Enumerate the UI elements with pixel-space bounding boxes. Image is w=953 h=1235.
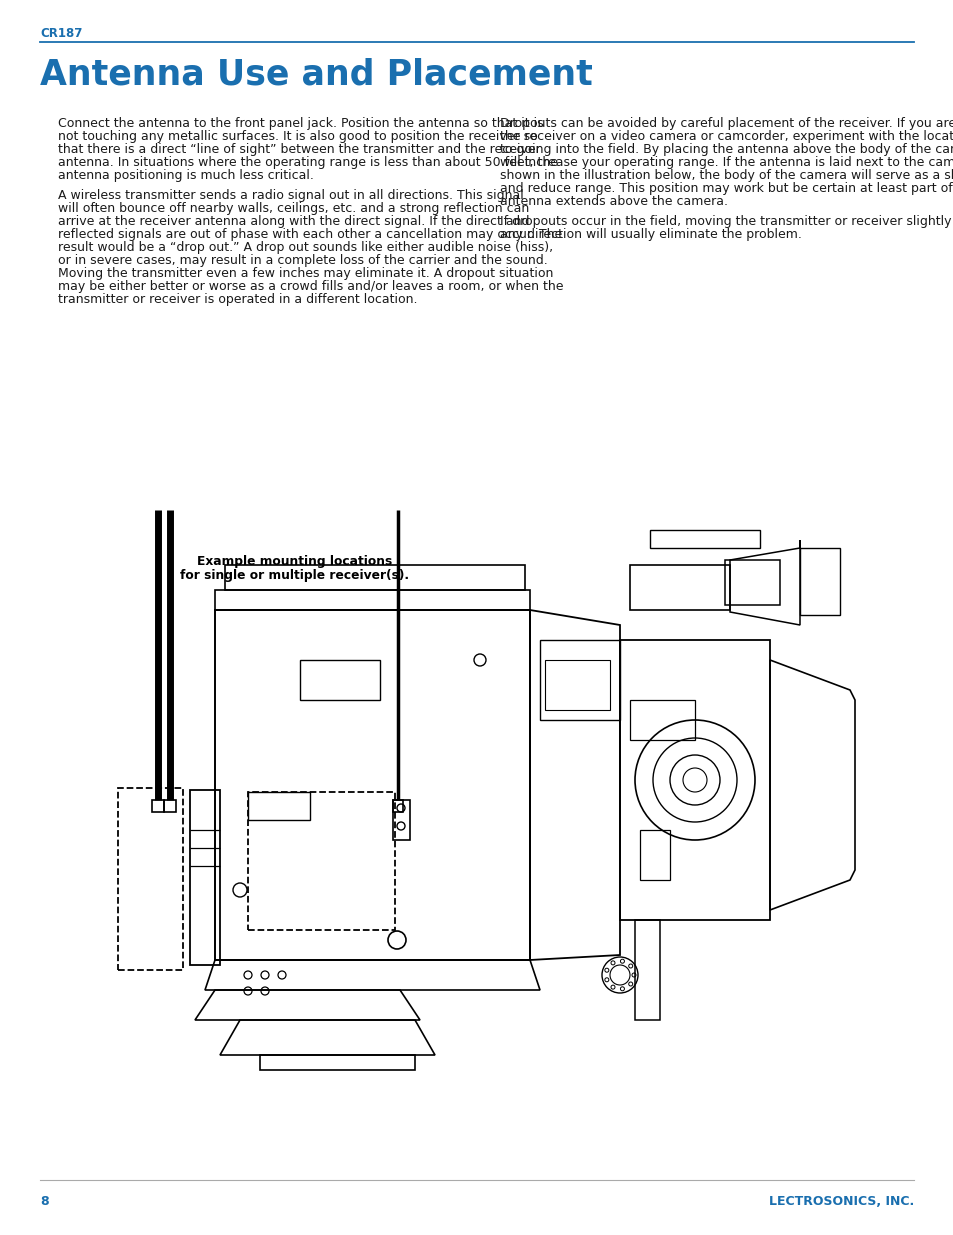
Text: to going into the field. By placing the antenna above the body of the camera, yo: to going into the field. By placing the … [499, 143, 953, 156]
Bar [164, 800, 175, 811]
Text: or in severe cases, may result in a complete loss of the carrier and the sound.: or in severe cases, may result in a comp… [58, 253, 547, 267]
Text: A wireless transmitter sends a radio signal out in all directions. This signal: A wireless transmitter sends a radio sig… [58, 189, 523, 201]
Text: reflected signals are out of phase with each other a cancellation may occur. The: reflected signals are out of phase with … [58, 227, 561, 241]
Text: LECTROSONICS, INC.: LECTROSONICS, INC. [768, 1195, 913, 1208]
Bar [393, 800, 402, 811]
Bar [152, 800, 164, 811]
Text: Connect the antenna to the front panel jack. Position the antenna so that it is: Connect the antenna to the front panel j… [58, 117, 543, 130]
Bar [248, 792, 395, 930]
Bar [724, 559, 780, 605]
Text: CR187: CR187 [40, 27, 82, 40]
Bar [544, 659, 609, 710]
Text: antenna positioning is much less critical.: antenna positioning is much less critica… [58, 169, 314, 182]
Text: antenna. In situations where the operating range is less than about 50 feet, the: antenna. In situations where the operati… [58, 156, 558, 169]
Bar [629, 564, 729, 610]
Bar [190, 790, 220, 965]
Bar [619, 640, 769, 920]
Text: arrive at the receiver antenna along with the direct signal. If the direct and: arrive at the receiver antenna along wit… [58, 215, 529, 227]
Bar [393, 800, 410, 840]
Text: may be either better or worse as a crowd fills and/or leaves a room, or when the: may be either better or worse as a crowd… [58, 279, 563, 293]
Text: Dropouts can be avoided by careful placement of the receiver. If you are mountin: Dropouts can be avoided by careful place… [499, 117, 953, 130]
Bar [214, 610, 530, 960]
Bar [260, 1055, 415, 1070]
Bar [639, 830, 669, 881]
Text: antenna extends above the camera.: antenna extends above the camera. [499, 195, 727, 207]
Text: result would be a “drop out.” A drop out sounds like either audible noise (hiss): result would be a “drop out.” A drop out… [58, 241, 553, 253]
Text: transmitter or receiver is operated in a different location.: transmitter or receiver is operated in a… [58, 293, 417, 305]
Bar [225, 564, 524, 590]
Bar [539, 640, 619, 720]
Bar [248, 792, 310, 820]
Text: Antenna Use and Placement: Antenna Use and Placement [40, 57, 592, 91]
Text: Moving the transmitter even a few inches may eliminate it. A dropout situation: Moving the transmitter even a few inches… [58, 267, 553, 279]
Bar [299, 659, 379, 700]
Text: will increase your operating range. If the antenna is laid next to the camera, a: will increase your operating range. If t… [499, 156, 953, 169]
Bar [635, 920, 659, 1020]
Text: and reduce range. This position may work but be certain at least part of the: and reduce range. This position may work… [499, 182, 953, 195]
Text: 8: 8 [40, 1195, 49, 1208]
Text: that there is a direct “line of sight” between the transmitter and the receiver: that there is a direct “line of sight” b… [58, 143, 540, 156]
Bar [118, 788, 183, 969]
Text: the receiver on a video camera or camcorder, experiment with the location prior: the receiver on a video camera or camcor… [499, 130, 953, 143]
Bar [800, 548, 840, 615]
Text: shown in the illustration below, the body of the camera will serve as a shield: shown in the illustration below, the bod… [499, 169, 953, 182]
Text: any direction will usually eliminate the problem.: any direction will usually eliminate the… [499, 227, 801, 241]
Text: Example mounting locations: Example mounting locations [197, 555, 393, 568]
Text: If dropouts occur in the field, moving the transmitter or receiver slightly in: If dropouts occur in the field, moving t… [499, 215, 953, 227]
Bar [629, 700, 695, 740]
Text: not touching any metallic surfaces. It is also good to position the receiver so: not touching any metallic surfaces. It i… [58, 130, 537, 143]
Text: will often bounce off nearby walls, ceilings, etc. and a strong reflection can: will often bounce off nearby walls, ceil… [58, 201, 529, 215]
Text: for single or multiple receiver(s).: for single or multiple receiver(s). [180, 569, 409, 582]
